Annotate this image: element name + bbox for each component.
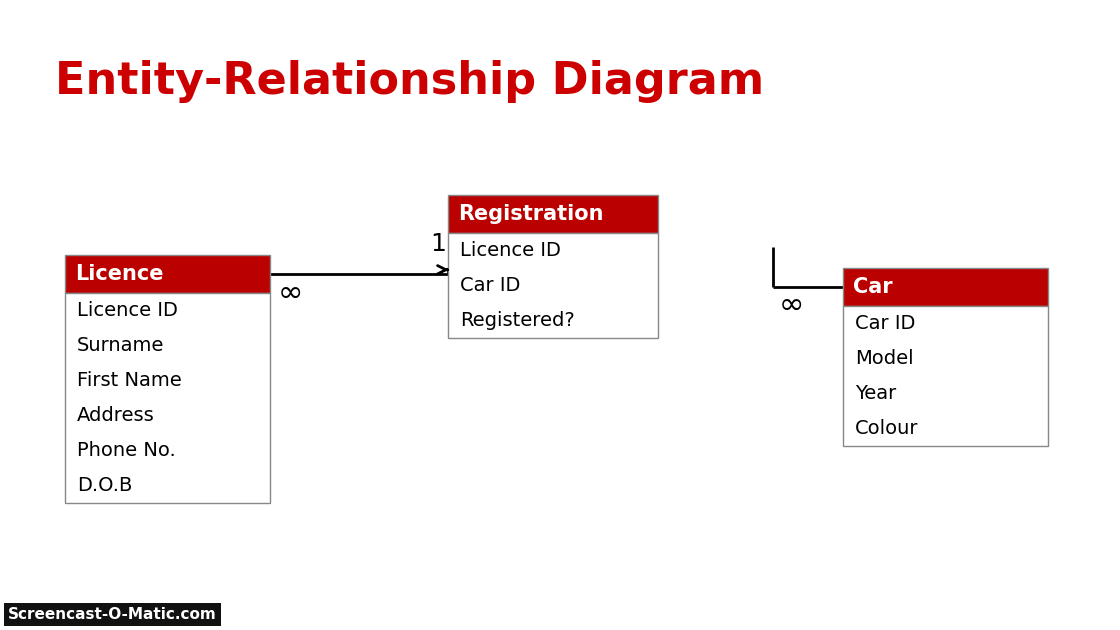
Bar	[448, 233, 659, 338]
Bar	[65, 293, 270, 503]
Text: Car: Car	[853, 277, 893, 297]
Text: Registered?: Registered?	[460, 311, 575, 330]
Text: Registration: Registration	[458, 204, 604, 224]
Text: Car ID: Car ID	[460, 276, 521, 295]
Text: D.O.B: D.O.B	[77, 476, 132, 495]
Text: 1: 1	[430, 232, 446, 256]
Bar	[843, 306, 1048, 446]
Text: First Name: First Name	[77, 371, 181, 390]
Text: Licence ID: Licence ID	[460, 241, 561, 260]
Text: Entity-Relationship Diagram: Entity-Relationship Diagram	[55, 60, 764, 103]
Text: Phone No.: Phone No.	[77, 441, 176, 460]
Bar	[843, 268, 1048, 306]
Text: Address: Address	[77, 406, 155, 425]
Text: Licence: Licence	[75, 264, 164, 284]
Text: Surname: Surname	[77, 336, 165, 355]
Text: Car ID: Car ID	[855, 314, 915, 333]
Text: ∞: ∞	[780, 291, 804, 320]
Text: Year: Year	[855, 384, 896, 403]
Text: Licence ID: Licence ID	[77, 301, 178, 320]
Text: Colour: Colour	[855, 419, 918, 438]
Text: ∞: ∞	[278, 279, 304, 308]
Bar	[448, 195, 659, 233]
Text: Screencast-O-Matic.com: Screencast-O-Matic.com	[8, 607, 217, 622]
Text: Model: Model	[855, 349, 914, 368]
Bar	[65, 255, 270, 293]
